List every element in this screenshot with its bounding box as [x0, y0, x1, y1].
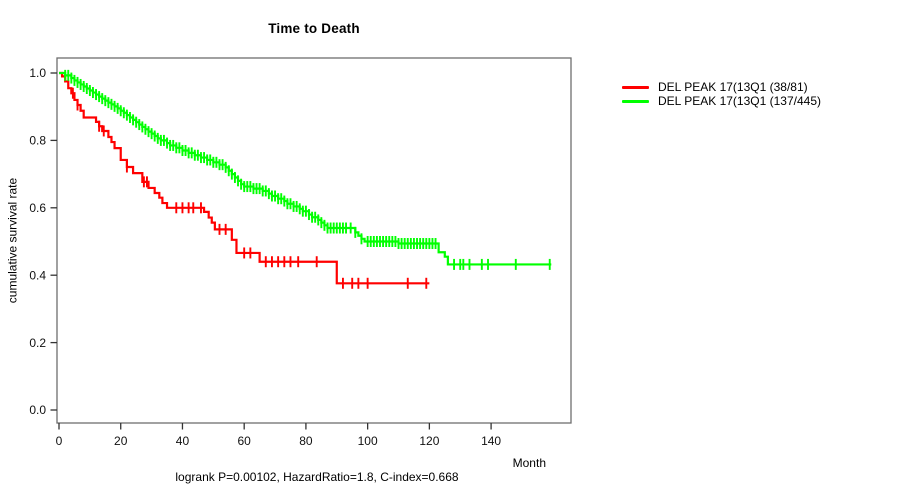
y-tick-label: 1.0	[29, 66, 46, 80]
x-tick-label: 80	[299, 434, 313, 448]
legend-line-swatch	[622, 86, 649, 90]
y-tick-label: 0.4	[29, 268, 46, 282]
legend-label: DEL PEAK 17(13Q1 (137/445)	[658, 93, 821, 108]
legend-line-swatch	[622, 99, 649, 103]
y-tick-label: 0.0	[29, 403, 46, 417]
y-axis-label: cumulative survival rate	[5, 177, 20, 304]
plot-frame	[56, 57, 572, 424]
x-tick-label: 40	[176, 434, 190, 448]
x-tick-label: 100	[358, 434, 378, 448]
x-tick-label: 0	[56, 434, 63, 448]
x-tick-label: 140	[481, 434, 501, 448]
y-tick-label: 0.6	[29, 201, 46, 215]
x-axis-label: Month	[512, 456, 546, 470]
x-tick-label: 60	[238, 434, 252, 448]
legend-label: DEL PEAK 17(13Q1 (38/81)	[658, 80, 808, 94]
legend-item: DEL PEAK 17(13Q1 (38/81)	[622, 80, 821, 95]
legend-item: DEL PEAK 17(13Q1 (137/445)	[622, 93, 821, 109]
x-tick-label: 20	[114, 434, 128, 448]
y-tick-label: 0.2	[29, 336, 46, 350]
y-tick-label: 0.8	[29, 134, 46, 148]
chart-title: Time to Death	[268, 21, 360, 36]
legend: DEL PEAK 17(13Q1 (38/81) DEL PEAK 17(13Q1…	[622, 80, 821, 109]
x-tick-label: 120	[419, 434, 439, 448]
stats-caption: logrank P=0.00102, HazardRatio=1.8, C-in…	[175, 470, 459, 484]
